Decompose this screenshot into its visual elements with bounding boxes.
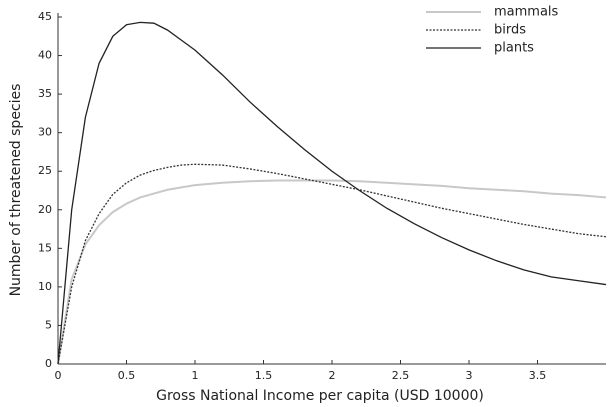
x-tick-label: 2	[329, 369, 336, 382]
y-tick-label: 10	[38, 280, 52, 293]
y-tick-label: 40	[38, 49, 52, 62]
series-line	[57, 21, 607, 365]
x-tick-label: 2.5	[392, 369, 410, 382]
x-tick-label: 1.5	[255, 369, 273, 382]
series-line	[57, 179, 607, 365]
x-axis-label: Gross National Income per capita (USD 10…	[156, 388, 484, 404]
legend-label: birds	[494, 23, 526, 38]
y-axis-label: Number of threatened species	[8, 84, 24, 297]
y-tick-label: 30	[38, 126, 52, 139]
x-tick-label: 1	[192, 369, 199, 382]
x-tick-label: 3	[466, 369, 473, 382]
x-tick-label: 0	[55, 369, 62, 382]
y-tick-label: 20	[38, 203, 52, 216]
x-tick-label: 0.5	[118, 369, 136, 382]
series-line	[57, 163, 607, 365]
y-tick-label: 25	[38, 164, 52, 177]
legend-label: mammals	[494, 5, 559, 20]
x-tick-label: 3.5	[529, 369, 547, 382]
y-tick-label: 35	[38, 87, 52, 100]
legend-label: plants	[494, 41, 534, 56]
y-tick-label: 15	[38, 241, 52, 254]
y-tick-label: 45	[38, 10, 52, 23]
y-tick-label: 5	[45, 318, 52, 331]
y-tick-label: 0	[45, 357, 52, 370]
